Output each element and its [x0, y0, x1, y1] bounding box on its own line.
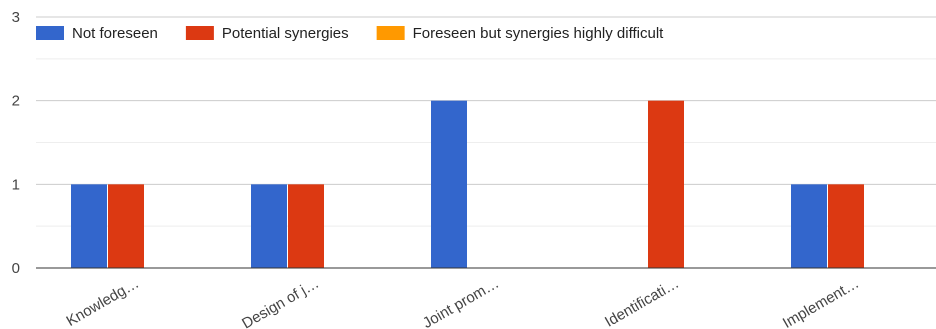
y-axis-ticks: 0 1 2 3 [12, 9, 20, 277]
y-tick-label: 2 [12, 93, 20, 110]
gridlines [36, 16, 936, 227]
legend-label: Foreseen but synergies highly difficult [413, 25, 665, 42]
legend: Not foreseen Potential synergies Foreseen … [36, 25, 664, 42]
y-tick-label: 3 [12, 9, 20, 26]
x-tick-label: Identificati… [602, 275, 682, 329]
x-tick-label: Knowledg… [63, 275, 142, 329]
bars [71, 100, 864, 269]
x-tick-label: Joint prom… [420, 275, 502, 329]
legend-label: Not foreseen [72, 25, 158, 42]
bar-potential-synergies-0 [108, 184, 144, 268]
bar-potential-synergies-4 [828, 184, 864, 268]
bar-potential-synergies-3 [648, 100, 684, 269]
legend-swatch [36, 26, 64, 40]
x-axis-ticks: Knowledg… Design of j… Joint prom… Identifi… [63, 275, 862, 329]
bar-not-foreseen-4 [791, 184, 827, 268]
legend-swatch [185, 26, 214, 40]
x-tick-label: Implement… [780, 275, 862, 329]
legend-swatch [376, 26, 405, 40]
legend-label: Potential synergies [222, 25, 349, 42]
y-tick-label: 1 [12, 176, 20, 193]
bar-potential-synergies-1 [288, 184, 324, 268]
y-tick-label: 0 [12, 260, 20, 277]
bar-not-foreseen-1 [251, 184, 287, 268]
x-tick-label: Design of j… [239, 275, 322, 329]
bar-not-foreseen-0 [71, 184, 107, 268]
bar-not-foreseen-2 [431, 100, 467, 269]
